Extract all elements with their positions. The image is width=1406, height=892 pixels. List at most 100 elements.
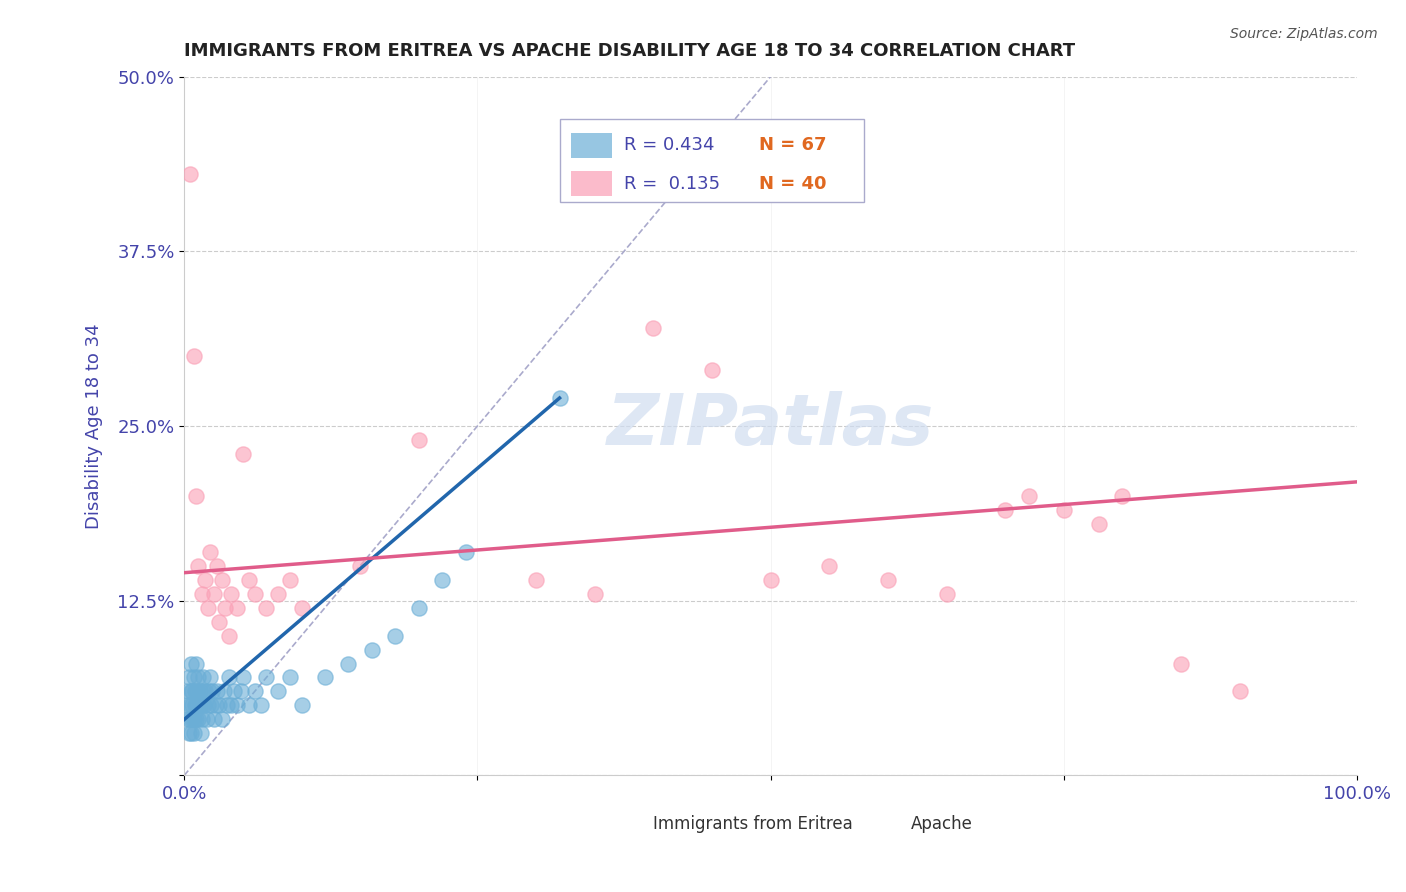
Point [177, 726, 200, 740]
Point [361, 642, 384, 657]
Point [191, 698, 214, 713]
Point [218, 629, 240, 643]
Point [226, 698, 249, 713]
Point [243, 684, 266, 698]
FancyBboxPatch shape [882, 810, 908, 835]
Point [183, 726, 205, 740]
Point [408, 600, 430, 615]
Point [278, 671, 301, 685]
Point [408, 433, 430, 447]
Point [177, 671, 200, 685]
Point [187, 558, 209, 573]
Point [179, 713, 201, 727]
Point [201, 684, 224, 698]
Point [211, 573, 233, 587]
Point [935, 587, 957, 601]
Point [179, 168, 201, 182]
Point [190, 726, 212, 740]
Point [249, 698, 271, 713]
Point [215, 698, 238, 713]
FancyBboxPatch shape [619, 810, 644, 835]
Point [208, 698, 231, 713]
Point [218, 671, 240, 685]
Point [432, 573, 454, 587]
Point [1229, 684, 1251, 698]
Point [314, 671, 336, 685]
Point [177, 713, 200, 727]
Point [198, 684, 221, 698]
Point [187, 671, 209, 685]
Point [208, 615, 231, 629]
Point [197, 600, 219, 615]
Point [1053, 503, 1076, 517]
Point [524, 573, 547, 587]
Point [759, 573, 782, 587]
Point [548, 391, 571, 405]
Point [179, 698, 201, 713]
Point [184, 657, 207, 671]
Text: N = 40: N = 40 [759, 175, 827, 193]
Point [349, 558, 371, 573]
Point [184, 489, 207, 503]
Point [184, 684, 207, 698]
Point [188, 684, 211, 698]
Point [994, 503, 1017, 517]
Point [180, 657, 202, 671]
Point [226, 600, 249, 615]
Text: ZIPatlas: ZIPatlas [607, 392, 935, 460]
Point [205, 558, 228, 573]
Point [186, 698, 208, 713]
Text: Apache: Apache [911, 815, 973, 833]
Point [193, 698, 215, 713]
Point [183, 713, 205, 727]
Point [181, 698, 204, 713]
Point [202, 713, 225, 727]
Point [181, 684, 204, 698]
Point [205, 698, 228, 713]
Point [214, 600, 236, 615]
Point [202, 587, 225, 601]
Point [267, 587, 290, 601]
Point [700, 363, 723, 377]
Point [290, 600, 312, 615]
Point [583, 587, 606, 601]
Point [184, 698, 207, 713]
Point [238, 573, 260, 587]
Point [197, 698, 219, 713]
Point [186, 684, 208, 698]
Point [1018, 489, 1040, 503]
Point [229, 684, 252, 698]
Text: IMMIGRANTS FROM ERITREA VS APACHE DISABILITY AGE 18 TO 34 CORRELATION CHART: IMMIGRANTS FROM ERITREA VS APACHE DISABI… [184, 42, 1076, 60]
Point [232, 671, 254, 685]
FancyBboxPatch shape [571, 133, 613, 158]
Point [254, 671, 277, 685]
Point [184, 713, 207, 727]
Point [195, 713, 218, 727]
Point [187, 713, 209, 727]
Point [454, 545, 477, 559]
Point [212, 684, 235, 698]
Point [1088, 516, 1111, 531]
Point [219, 587, 242, 601]
Point [198, 545, 221, 559]
Text: R =  0.135: R = 0.135 [624, 175, 720, 193]
Point [183, 671, 205, 685]
Point [191, 671, 214, 685]
Point [177, 684, 200, 698]
Point [232, 447, 254, 461]
Point [191, 713, 214, 727]
Point [194, 573, 217, 587]
Point [254, 600, 277, 615]
Point [238, 698, 260, 713]
Text: N = 67: N = 67 [759, 136, 827, 154]
FancyBboxPatch shape [571, 171, 613, 196]
Point [219, 698, 242, 713]
Point [643, 321, 665, 335]
Point [877, 573, 900, 587]
FancyBboxPatch shape [560, 119, 865, 202]
Point [290, 698, 312, 713]
Point [222, 684, 245, 698]
Point [205, 684, 228, 698]
Point [180, 684, 202, 698]
Point [191, 587, 214, 601]
